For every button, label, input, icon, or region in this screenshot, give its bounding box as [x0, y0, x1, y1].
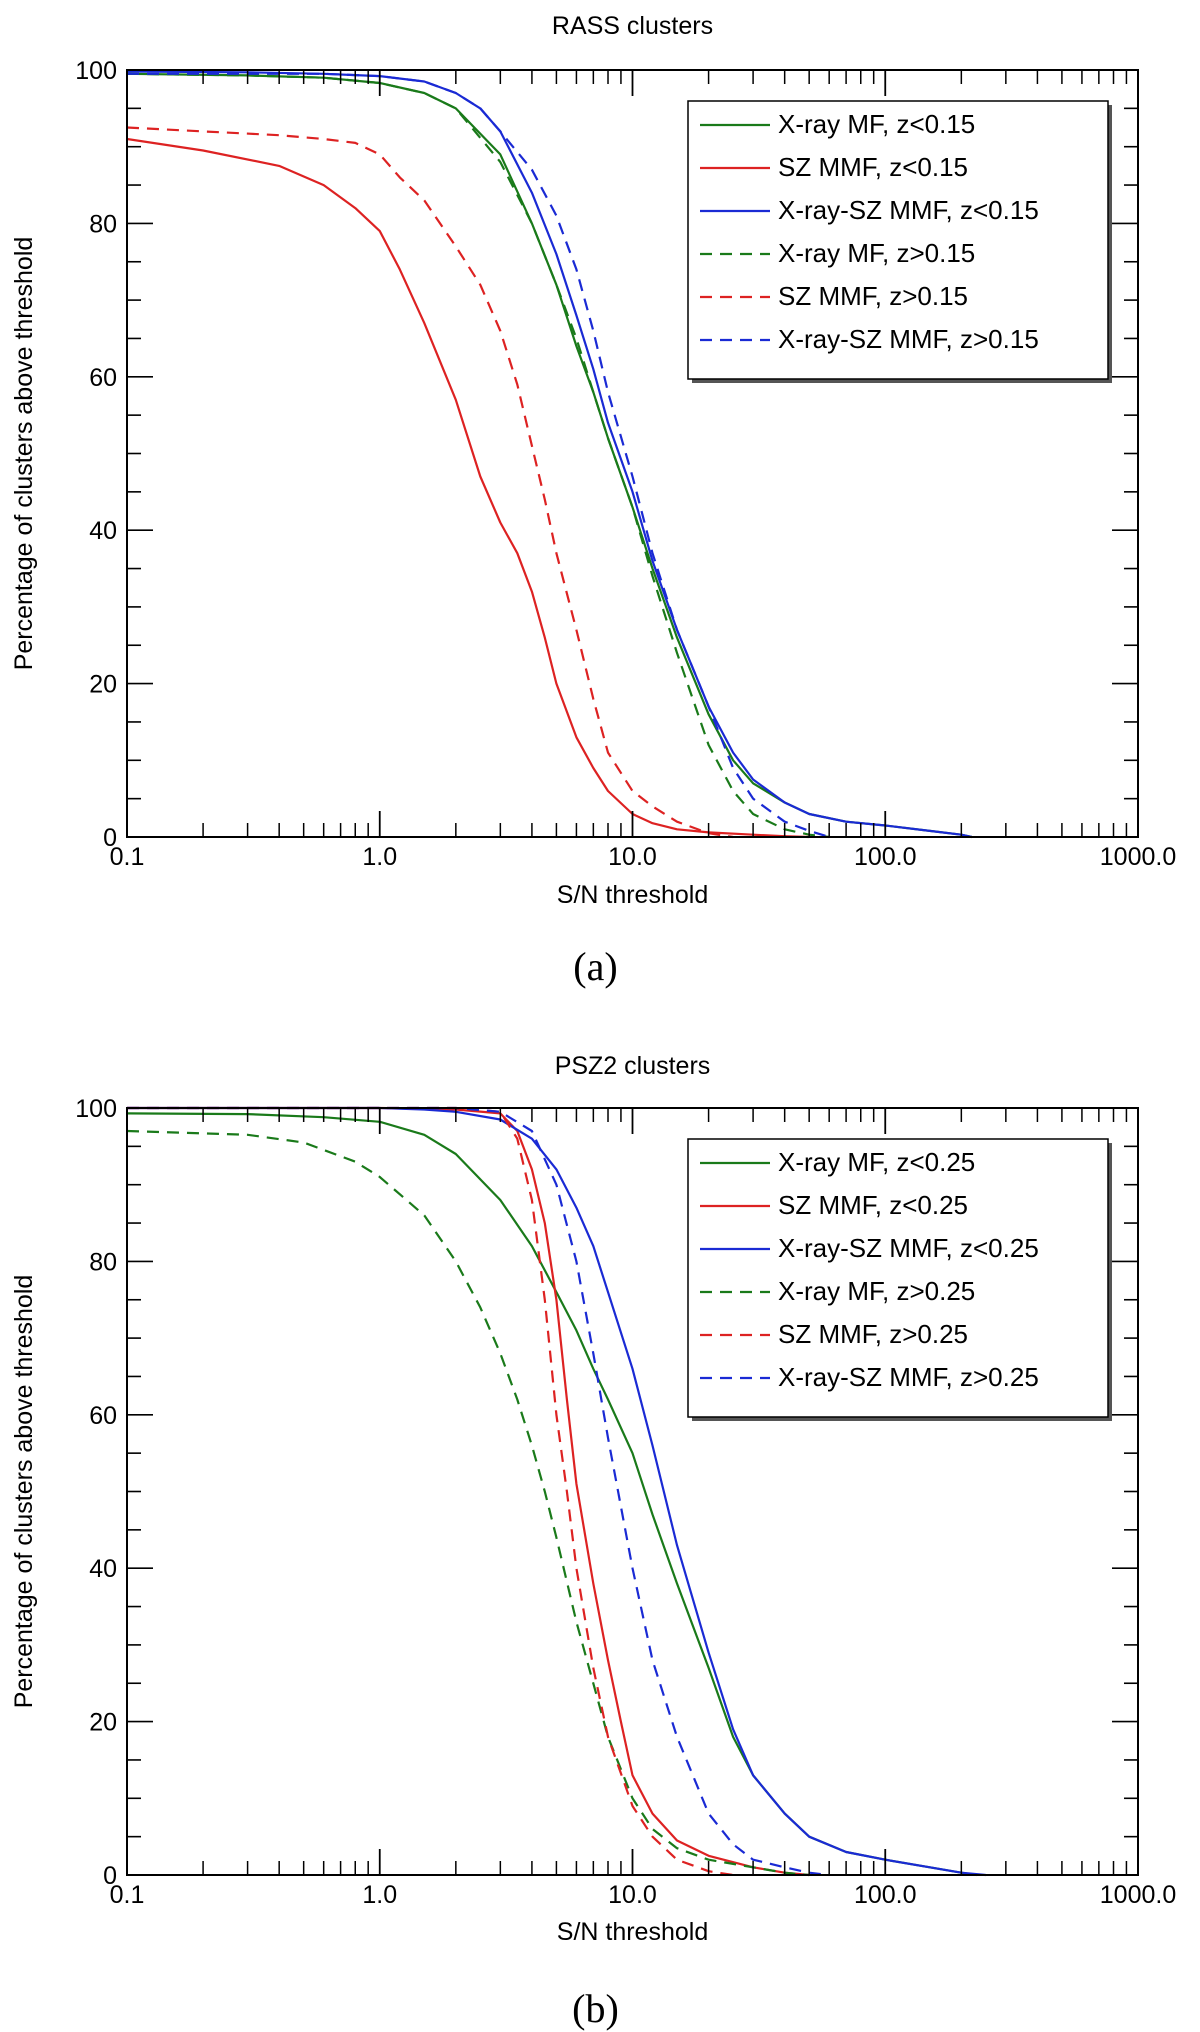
series-line-x-ray-mf-z-0-15 — [126, 72, 830, 839]
x-tick-label: 10.0 — [608, 1881, 657, 1909]
legend-box — [687, 100, 1109, 380]
y-axis-label: Percentage of clusters above threshold — [10, 1275, 38, 1709]
y-tick-label: 0 — [103, 1862, 117, 1890]
legend-label: X-ray-SZ MMF, z>0.25 — [778, 1362, 1039, 1392]
y-tick-label: 60 — [89, 1402, 117, 1430]
x-tick-label: 100.0 — [854, 1881, 917, 1909]
series-line-x-ray-sz-mmf-z-0-25 — [127, 1106, 986, 1877]
legend-box — [687, 1138, 1109, 1418]
legend-label: X-ray-SZ MMF, z<0.15 — [778, 195, 1039, 225]
legend: X-ray MF, z<0.15 SZ MMF, z<0.15 X-ray-SZ M… — [687, 100, 1112, 383]
panel-rass: RASS clusters 0.1 1.0 10.0 100.0 1000.0 0 20 40 6… — [10, 12, 1176, 989]
tick-marks — [126, 69, 1139, 838]
figure-caption: (b) — [572, 1986, 619, 2031]
legend-label: X-ray MF, z<0.25 — [778, 1147, 975, 1177]
y-axis-label: Percentage of clusters above threshold — [10, 237, 38, 671]
legend-label: SZ MMF, z<0.25 — [778, 1190, 968, 1220]
y-tick-label: 20 — [89, 1709, 117, 1737]
series-group — [126, 1106, 986, 1877]
figure-caption: (a) — [573, 944, 617, 989]
series-group — [126, 70, 973, 839]
y-tick-label: 100 — [75, 1095, 117, 1123]
legend-label: SZ MMF, z>0.25 — [778, 1319, 968, 1349]
x-tick-label: 100.0 — [854, 843, 917, 871]
x-tick-label: 0.1 — [110, 843, 145, 871]
series-line-sz-mmf-z-0-15 — [126, 137, 810, 839]
legend-label: SZ MMF, z<0.15 — [778, 152, 968, 182]
legend-label: X-ray MF, z>0.15 — [778, 238, 975, 268]
panel-psz2: PSZ2 clusters 0.1 1.0 10.0 100.0 1000.0 0 20 40 6… — [10, 1052, 1176, 2031]
series-line-sz-mmf-z-0-15 — [126, 126, 734, 839]
x-tick-label: 10.0 — [608, 843, 657, 871]
y-tick-label: 100 — [75, 57, 117, 85]
series-line-sz-mmf-z-0-25 — [127, 1106, 810, 1877]
y-tick-label: 20 — [89, 671, 117, 699]
legend: X-ray MF, z<0.25 SZ MMF, z<0.25 X-ray-SZ M… — [687, 1138, 1112, 1421]
chart-title: PSZ2 clusters — [555, 1052, 711, 1080]
x-tick-label: 1.0 — [362, 843, 397, 871]
tick-marks — [126, 1107, 1139, 1876]
x-tick-label: 1.0 — [362, 1881, 397, 1909]
chart-title: RASS clusters — [552, 12, 713, 40]
legend-label: X-ray-SZ MMF, z<0.25 — [778, 1233, 1039, 1263]
series-line-x-ray-mf-z-0-25 — [126, 1129, 810, 1877]
y-tick-label: 40 — [89, 517, 117, 545]
y-tick-label: 0 — [103, 824, 117, 852]
series-line-x-ray-sz-mmf-z-0-15 — [127, 72, 830, 839]
x-tick-label: 1000.0 — [1100, 1881, 1176, 1909]
legend-label: SZ MMF, z>0.15 — [778, 281, 968, 311]
x-axis-label: S/N threshold — [557, 881, 708, 909]
x-axis-label: S/N threshold — [557, 1918, 708, 1946]
legend-label: X-ray MF, z>0.25 — [778, 1276, 975, 1306]
y-tick-label: 80 — [89, 1248, 117, 1276]
series-line-x-ray-sz-mmf-z-0-25 — [127, 1106, 830, 1877]
x-tick-label: 0.1 — [110, 1881, 145, 1909]
y-tick-label: 80 — [89, 210, 117, 238]
legend-label: X-ray MF, z<0.15 — [778, 109, 975, 139]
x-tick-label: 1000.0 — [1100, 843, 1176, 871]
y-tick-label: 40 — [89, 1555, 117, 1583]
series-line-sz-mmf-z-0-25 — [127, 1106, 734, 1877]
y-tick-label: 60 — [89, 364, 117, 392]
legend-label: X-ray-SZ MMF, z>0.15 — [778, 324, 1039, 354]
